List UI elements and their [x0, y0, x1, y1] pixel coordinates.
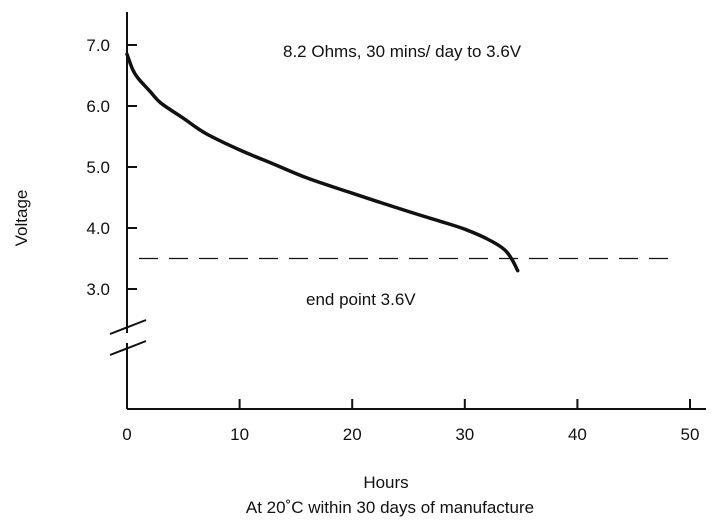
axis-break-stroke	[109, 340, 147, 356]
y-tick-label: 7.0	[86, 36, 110, 55]
x-ticks: 0 10 20 30 40 50	[122, 399, 699, 444]
axes	[109, 12, 706, 410]
axis-break-stroke	[109, 319, 147, 335]
condition-annotation: 8.2 Ohms, 30 mins/ day to 3.6V	[283, 42, 522, 61]
y-tick-label: 4.0	[86, 219, 110, 238]
y-ticks: 3.0 4.0 5.0 6.0 7.0	[86, 36, 137, 299]
chart-subtitle: At 20˚C within 30 days of manufacture	[246, 498, 534, 517]
x-axis-label: Hours	[363, 473, 408, 492]
y-axis-label: Voltage	[12, 190, 31, 247]
x-tick-label: 30	[455, 425, 474, 444]
y-tick-label: 3.0	[86, 280, 110, 299]
y-tick-label: 5.0	[86, 158, 110, 177]
x-tick-label: 20	[343, 425, 362, 444]
end-point-annotation: end point 3.6V	[306, 290, 416, 309]
y-axis-break-mark	[109, 319, 147, 356]
x-tick-label: 0	[122, 425, 131, 444]
x-tick-label: 10	[230, 425, 249, 444]
x-tick-label: 40	[568, 425, 587, 444]
series-line-voltage	[125, 52, 520, 273]
y-tick-label: 6.0	[86, 97, 110, 116]
x-tick-label: 50	[681, 425, 700, 444]
